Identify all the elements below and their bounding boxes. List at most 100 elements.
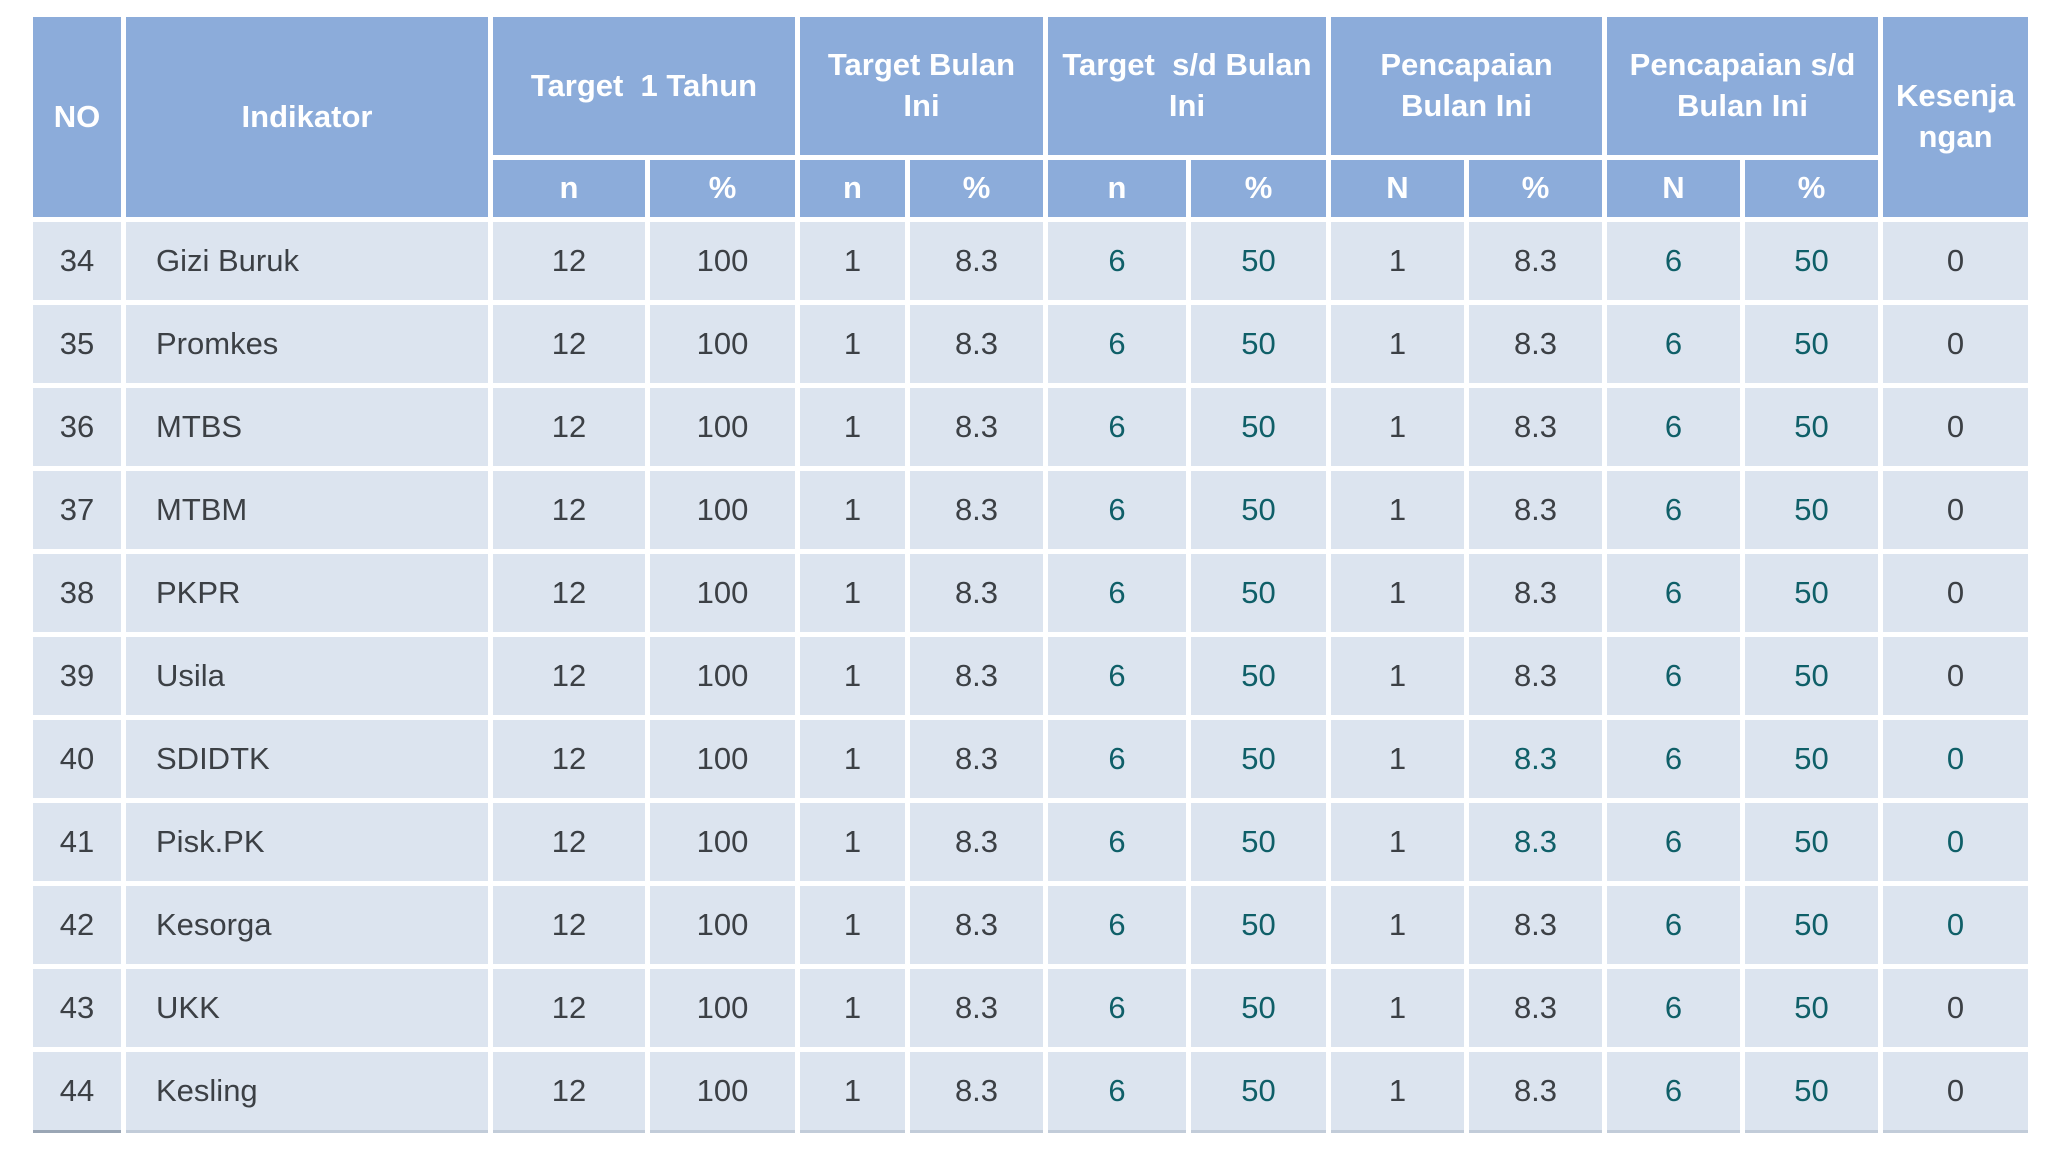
row-value-pencapaian_sd_bulan_ini_n: 6 [1607,388,1740,466]
row-value-pencapaian_sd_bulan_ini_n: 6 [1607,886,1740,964]
row-value-pencapaian_bulan_ini_pct: 8.3 [1469,969,1602,1047]
header-no: NO [33,17,121,217]
subheader-n: n [1048,160,1186,217]
row-value-pencapaian_sd_bulan_ini_pct: 50 [1745,969,1878,1047]
row-value-pencapaian_sd_bulan_ini_pct: 50 [1745,554,1878,632]
row-value-target_sd_bulan_ini_pct: 50 [1191,720,1326,798]
row-value-kesenjangan: 0 [1883,886,2028,964]
row-value-kesenjangan: 0 [1883,803,2028,881]
header-pencapaian-sd-bulan-ini: Pencapaian s/d Bulan Ini [1607,17,1878,155]
row-value-target_sd_bulan_ini_n: 6 [1048,886,1186,964]
row-value-pencapaian_bulan_ini_pct: 8.3 [1469,222,1602,300]
row-number: 42 [33,886,121,964]
subheader-pct: % [1745,160,1878,217]
table-row: 42 Kesorga 12 100 1 8.3 6 50 1 8.3 6 50 0 [33,886,2028,964]
row-value-pencapaian_bulan_ini_n: 1 [1331,720,1464,798]
row-value-target_sd_bulan_ini_pct: 50 [1191,222,1326,300]
row-value-target_1_tahun_pct: 100 [650,388,795,466]
row-value-pencapaian_sd_bulan_ini_pct: 50 [1745,886,1878,964]
row-value-target_sd_bulan_ini_n: 6 [1048,803,1186,881]
row-value-pencapaian_bulan_ini_n: 1 [1331,1052,1464,1133]
indicator-table: NO Indikator Target 1 Tahun Target Bulan… [28,12,2033,1138]
row-value-target_bulan_ini_pct: 8.3 [910,1052,1043,1133]
row-value-pencapaian_bulan_ini_pct: 8.3 [1469,886,1602,964]
row-value-target_1_tahun_n: 12 [493,803,645,881]
row-value-target_1_tahun_pct: 100 [650,554,795,632]
row-number: 43 [33,969,121,1047]
row-value-kesenjangan: 0 [1883,471,2028,549]
row-value-target_1_tahun_pct: 100 [650,471,795,549]
row-value-target_sd_bulan_ini_n: 6 [1048,305,1186,383]
row-value-target_sd_bulan_ini_pct: 50 [1191,886,1326,964]
subheader-pct: % [910,160,1043,217]
subheader-n: n [800,160,905,217]
row-indikator: Gizi Buruk [126,222,488,300]
row-value-target_sd_bulan_ini_pct: 50 [1191,471,1326,549]
row-value-target_bulan_ini_pct: 8.3 [910,471,1043,549]
table-row: 34 Gizi Buruk 12 100 1 8.3 6 50 1 8.3 6 50 0 [33,222,2028,300]
subheader-pct: % [1469,160,1602,217]
table-row: 35 Promkes 12 100 1 8.3 6 50 1 8.3 6 50 0 [33,305,2028,383]
row-value-target_sd_bulan_ini_pct: 50 [1191,637,1326,715]
row-value-target_1_tahun_n: 12 [493,886,645,964]
row-value-pencapaian_sd_bulan_ini_n: 6 [1607,554,1740,632]
row-value-target_sd_bulan_ini_n: 6 [1048,388,1186,466]
row-value-pencapaian_sd_bulan_ini_n: 6 [1607,471,1740,549]
row-value-pencapaian_bulan_ini_pct: 8.3 [1469,554,1602,632]
row-value-target_bulan_ini_n: 1 [800,471,905,549]
row-value-pencapaian_sd_bulan_ini_pct: 50 [1745,222,1878,300]
row-value-target_1_tahun_pct: 100 [650,720,795,798]
header-target-1-tahun: Target 1 Tahun [493,17,795,155]
row-value-target_bulan_ini_pct: 8.3 [910,554,1043,632]
row-value-target_sd_bulan_ini_n: 6 [1048,1052,1186,1133]
row-value-pencapaian_sd_bulan_ini_n: 6 [1607,1052,1740,1133]
row-value-target_sd_bulan_ini_n: 6 [1048,637,1186,715]
row-value-pencapaian_bulan_ini_pct: 8.3 [1469,388,1602,466]
subheader-n: n [493,160,645,217]
row-indikator: Pisk.PK [126,803,488,881]
table-row: 41 Pisk.PK 12 100 1 8.3 6 50 1 8.3 6 50 0 [33,803,2028,881]
row-value-pencapaian_sd_bulan_ini_pct: 50 [1745,720,1878,798]
table-row: 40 SDIDTK 12 100 1 8.3 6 50 1 8.3 6 50 0 [33,720,2028,798]
row-value-pencapaian_sd_bulan_ini_pct: 50 [1745,1052,1878,1133]
row-value-target_bulan_ini_n: 1 [800,388,905,466]
row-value-target_bulan_ini_pct: 8.3 [910,637,1043,715]
header-indikator: Indikator [126,17,488,217]
row-value-pencapaian_bulan_ini_n: 1 [1331,803,1464,881]
row-value-pencapaian_sd_bulan_ini_n: 6 [1607,803,1740,881]
row-value-target_sd_bulan_ini_pct: 50 [1191,388,1326,466]
row-value-target_bulan_ini_pct: 8.3 [910,886,1043,964]
row-value-target_1_tahun_n: 12 [493,720,645,798]
row-value-pencapaian_sd_bulan_ini_pct: 50 [1745,637,1878,715]
table-body: 34 Gizi Buruk 12 100 1 8.3 6 50 1 8.3 6 50 0 35 Promke… [33,222,2028,1133]
indicator-table-container: NO Indikator Target 1 Tahun Target Bulan… [28,12,2033,1138]
row-value-pencapaian_bulan_ini_n: 1 [1331,886,1464,964]
row-value-kesenjangan: 0 [1883,554,2028,632]
row-value-target_1_tahun_n: 12 [493,637,645,715]
row-value-target_1_tahun_n: 12 [493,305,645,383]
row-value-target_bulan_ini_pct: 8.3 [910,305,1043,383]
row-value-pencapaian_sd_bulan_ini_pct: 50 [1745,471,1878,549]
row-value-target_sd_bulan_ini_n: 6 [1048,969,1186,1047]
row-value-target_bulan_ini_n: 1 [800,886,905,964]
row-value-pencapaian_sd_bulan_ini_n: 6 [1607,720,1740,798]
row-number: 38 [33,554,121,632]
row-value-target_1_tahun_pct: 100 [650,1052,795,1133]
row-value-target_bulan_ini_pct: 8.3 [910,388,1043,466]
table-header: NO Indikator Target 1 Tahun Target Bulan… [33,17,2028,217]
subheader-n: N [1607,160,1740,217]
row-value-target_bulan_ini_pct: 8.3 [910,969,1043,1047]
row-value-pencapaian_sd_bulan_ini_n: 6 [1607,222,1740,300]
row-value-pencapaian_bulan_ini_n: 1 [1331,305,1464,383]
row-value-kesenjangan: 0 [1883,637,2028,715]
row-value-target_bulan_ini_n: 1 [800,1052,905,1133]
row-value-pencapaian_bulan_ini_n: 1 [1331,388,1464,466]
row-value-pencapaian_bulan_ini_n: 1 [1331,554,1464,632]
row-value-target_sd_bulan_ini_pct: 50 [1191,554,1326,632]
row-value-target_bulan_ini_n: 1 [800,803,905,881]
table-row: 37 MTBM 12 100 1 8.3 6 50 1 8.3 6 50 0 [33,471,2028,549]
row-value-target_bulan_ini_n: 1 [800,305,905,383]
row-value-pencapaian_bulan_ini_pct: 8.3 [1469,471,1602,549]
row-value-target_bulan_ini_n: 1 [800,222,905,300]
table-row: 38 PKPR 12 100 1 8.3 6 50 1 8.3 6 50 0 [33,554,2028,632]
